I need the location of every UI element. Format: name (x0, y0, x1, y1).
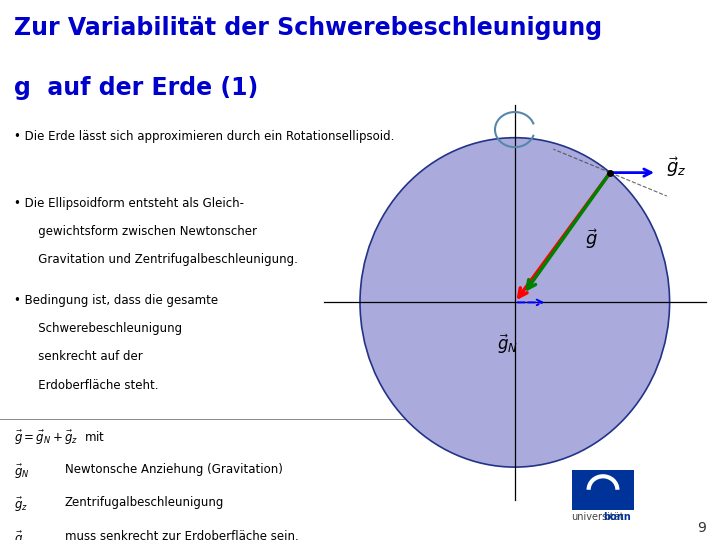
Text: • Bedingung ist, dass die gesamte: • Bedingung ist, dass die gesamte (14, 294, 219, 307)
Text: $\vec{g}$: $\vec{g}$ (14, 530, 24, 540)
Text: Gravitation und Zentrifugalbeschleunigung.: Gravitation und Zentrifugalbeschleunigun… (27, 253, 298, 266)
Text: $\vec{g}_N$: $\vec{g}_N$ (497, 332, 518, 355)
Text: • Die Erde lässt sich approximieren durch ein Rotationsellipsoid.: • Die Erde lässt sich approximieren durc… (14, 130, 395, 143)
Text: gewichtsform zwischen Newtonscher: gewichtsform zwischen Newtonscher (27, 225, 257, 238)
Text: • Die Ellipsoidform entsteht als Gleich-: • Die Ellipsoidform entsteht als Gleich- (14, 197, 244, 210)
Text: g  auf der Erde (1): g auf der Erde (1) (14, 76, 258, 99)
Text: Zur Variabilität der Schwerebeschleunigung: Zur Variabilität der Schwerebeschleunigu… (14, 16, 603, 40)
Text: $\vec{g}_N$: $\vec{g}_N$ (14, 463, 30, 481)
Text: Erdoberfläche steht.: Erdoberfläche steht. (27, 379, 159, 392)
Text: senkrecht auf der: senkrecht auf der (27, 350, 143, 363)
Text: 9: 9 (697, 521, 706, 535)
Text: Schwerebeschleunigung: Schwerebeschleunigung (27, 322, 182, 335)
Text: universität: universität (571, 512, 624, 522)
Text: Zentrifugalbeschleunigung: Zentrifugalbeschleunigung (65, 496, 224, 509)
Bar (572, 470, 634, 510)
Text: $\vec{g}_z$: $\vec{g}_z$ (14, 496, 29, 514)
Ellipse shape (360, 138, 670, 467)
Text: muss senkrecht zur Erdoberfläche sein.: muss senkrecht zur Erdoberfläche sein. (65, 530, 299, 540)
Text: $\vec{g}_z$: $\vec{g}_z$ (665, 156, 686, 179)
Text: $\vec{g} = \vec{g}_N + \vec{g}_z$  mit: $\vec{g} = \vec{g}_N + \vec{g}_z$ mit (14, 429, 106, 447)
Text: bonn: bonn (603, 512, 631, 522)
Text: $\vec{g}$: $\vec{g}$ (585, 227, 598, 251)
Text: Newtonsche Anziehung (Gravitation): Newtonsche Anziehung (Gravitation) (65, 463, 283, 476)
